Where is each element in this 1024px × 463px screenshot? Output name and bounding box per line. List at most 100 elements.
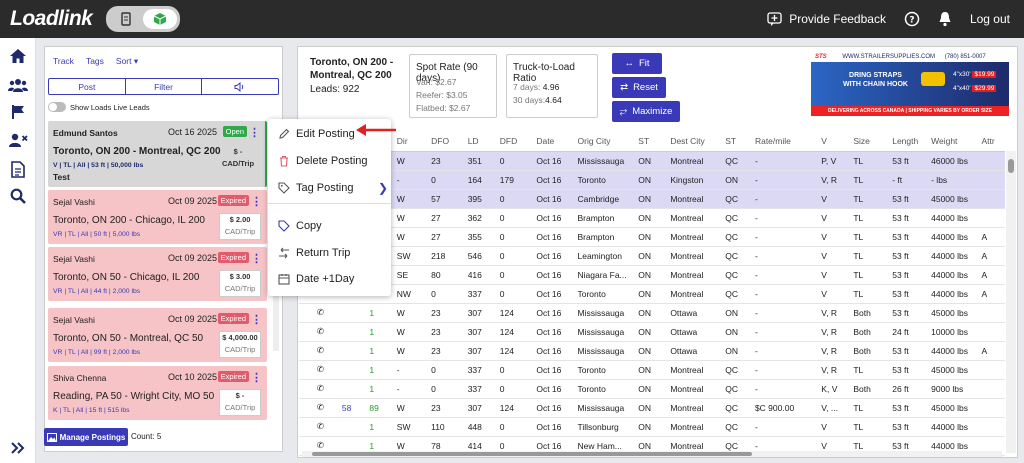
column-header[interactable]: Dest City xyxy=(666,131,722,152)
column-header[interactable]: Length xyxy=(888,131,928,152)
table-row[interactable]: SW 218 546 0 Oct 16 Leamington ON Montreal QC - V T… xyxy=(299,246,1005,266)
track-tab[interactable]: Track xyxy=(53,56,74,66)
posting-card[interactable]: Sejal Vashi Oct 09 2025 Expired ⋮ Toront… xyxy=(48,308,267,362)
phone-icon[interactable]: ✆ xyxy=(299,303,338,323)
image-icon xyxy=(46,432,57,442)
truck-mode-icon[interactable] xyxy=(109,9,143,29)
posting-card[interactable]: Shiva Chenna Oct 10 2025 Expired ⋮ Readi… xyxy=(48,366,267,420)
remove-user-icon[interactable] xyxy=(8,130,28,150)
table-row[interactable]: ✆ 1-0 337 0 Oct 16 Toronto ON Montreal QC - K, V Bo… xyxy=(299,379,1005,399)
posting-card[interactable]: Sejal Vashi Oct 09 2025 Expired ⋮ Toront… xyxy=(48,190,267,244)
phone-icon[interactable]: ✆ xyxy=(299,379,338,399)
advertisement-banner[interactable]: STS WWW.STRAILERSUPPLIES.COM (780) 851-0… xyxy=(811,52,1009,116)
phone-icon[interactable]: ✆ xyxy=(299,417,338,437)
status-badge: Open xyxy=(222,126,247,137)
return-trip-item[interactable]: Return Trip xyxy=(278,247,350,259)
table-row[interactable]: ✆ 1-0 337 0 Oct 16 Toronto ON Montreal QC - V, R TL… xyxy=(299,360,1005,380)
column-header[interactable]: V xyxy=(817,131,850,152)
table-row[interactable]: ✆ 1 SW 110 448 0 Oct 16 Tillsonburg ON Montreal QC… xyxy=(299,417,1005,437)
table-row[interactable]: SE 80 416 0 Oct 16 Niagara Fa... ON Montreal QC -… xyxy=(299,265,1005,285)
posting-card[interactable]: Sejal Vashi Oct 09 2025 Expired ⋮ Toront… xyxy=(48,247,267,301)
table-header-row: Dir DFO LD DFD Date Orig City ST Dest City ST Rat… xyxy=(299,131,1005,152)
table-cell: 395 xyxy=(463,189,496,209)
tags-tab[interactable]: Tags xyxy=(85,56,104,66)
sound-button[interactable] xyxy=(202,79,278,94)
column-header[interactable]: DFD xyxy=(495,131,533,152)
column-header[interactable]: Rate/mile xyxy=(750,131,818,152)
column-header[interactable]: Date xyxy=(532,131,574,152)
table-cell: P, V xyxy=(817,151,850,171)
users-icon[interactable] xyxy=(8,75,28,95)
column-header[interactable]: Orig City xyxy=(573,131,635,152)
mode-switch[interactable] xyxy=(106,6,181,32)
feedback-button[interactable]: Provide Feedback xyxy=(767,12,886,26)
sort-dropdown[interactable]: Sort ▾ xyxy=(115,56,139,66)
table-cell: - xyxy=(750,265,818,285)
reset-button[interactable]: ⇄ Reset xyxy=(612,77,666,98)
table-cell: W xyxy=(392,208,428,228)
fit-button[interactable]: ↔ Fit xyxy=(612,53,662,74)
delete-posting-item[interactable]: Delete Posting xyxy=(278,155,368,167)
table-cell: Oct 16 xyxy=(532,341,574,361)
phone-icon[interactable]: ✆ xyxy=(299,341,338,361)
card-menu-icon[interactable]: ⋮ xyxy=(251,253,262,265)
table-row[interactable]: W 27 355 0 Oct 16 Brampton ON Montreal QC - V TL 53 … xyxy=(299,227,1005,247)
table-cell: Montreal xyxy=(666,360,722,380)
column-header[interactable]: Weight xyxy=(927,131,978,152)
column-header[interactable]: DFO xyxy=(427,131,464,152)
table-row[interactable]: W 27 362 0 Oct 16 Brampton ON Montreal QC - V TL 53 … xyxy=(299,208,1005,228)
logout-button[interactable]: Log out xyxy=(969,12,1010,26)
table-cell: Tillsonburg xyxy=(573,417,635,437)
column-header[interactable]: ST xyxy=(634,131,667,152)
table-row[interactable]: W 23 351 0 Oct 16 Mississauga ON Montreal QC - P, … xyxy=(299,151,1005,171)
status-badge: Expired xyxy=(217,195,249,206)
date-plus-item[interactable]: Date +1Day xyxy=(278,273,354,285)
table-cell xyxy=(977,379,1005,399)
maximize-button[interactable]: ⥂ Maximize xyxy=(612,101,680,122)
phone-icon[interactable]: ✆ xyxy=(299,360,338,380)
table-cell: Both xyxy=(849,322,889,342)
table-cell: Niagara Fa... xyxy=(573,265,635,285)
table-row[interactable]: -0 164 179 Oct 16 Toronto ON Kingston ON - V, R TL… xyxy=(299,170,1005,190)
column-header[interactable]: Attr xyxy=(977,131,1005,152)
phone-icon[interactable]: ✆ xyxy=(299,398,338,418)
flag-icon[interactable] xyxy=(8,102,28,122)
document-icon[interactable] xyxy=(8,159,28,179)
table-row[interactable]: ✆ 58 89 W 23 307 124 Oct 16 Mississauga ON Montrea… xyxy=(299,398,1005,418)
load-mode-icon[interactable] xyxy=(143,9,178,29)
filter-button[interactable]: Filter xyxy=(126,79,203,94)
ad-brand: STS xyxy=(815,54,827,60)
table-row[interactable]: ✆ 1 W 23 307 124 Oct 16 Mississauga ON Ottawa ON - V… xyxy=(299,341,1005,361)
card-menu-icon[interactable]: ⋮ xyxy=(251,196,262,208)
bell-icon[interactable] xyxy=(938,11,952,27)
column-header[interactable]: LD xyxy=(463,131,496,152)
table-cell: ON xyxy=(634,151,667,171)
card-menu-icon[interactable]: ⋮ xyxy=(251,314,262,326)
live-leads-toggle[interactable] xyxy=(48,102,66,112)
card-note: Test xyxy=(53,172,70,182)
table-cell: V, R xyxy=(817,170,850,190)
column-header[interactable]: ST xyxy=(721,131,751,152)
table-row[interactable]: ✆ 1 W 23 307 124 Oct 16 Mississauga ON Ottawa ON - V… xyxy=(299,322,1005,342)
search-icon[interactable] xyxy=(8,186,28,206)
column-header[interactable]: Size xyxy=(849,131,889,152)
expand-icon[interactable] xyxy=(8,438,28,458)
card-menu-icon[interactable]: ⋮ xyxy=(249,127,260,139)
table-horizontal-scrollbar[interactable] xyxy=(302,451,1002,457)
table-row[interactable]: ✆ 1 W 23 307 124 Oct 16 Mississauga ON Ottawa ON - V… xyxy=(299,303,1005,323)
card-route: Toronto, ON 200 - Montreal, QC 200 xyxy=(53,146,221,157)
copy-item[interactable]: Copy xyxy=(278,220,322,232)
tag-posting-item[interactable]: Tag Posting ❯ xyxy=(278,181,388,195)
post-button[interactable]: Post xyxy=(49,79,126,94)
table-row[interactable]: NW 0 337 0 Oct 16 Toronto ON Montreal QC - V TL 53 f… xyxy=(299,284,1005,304)
table-vertical-scrollbar[interactable] xyxy=(1006,151,1016,453)
help-icon[interactable]: ? xyxy=(904,11,920,27)
table-row[interactable]: W 57 395 0 Oct 16 Cambridge ON Montreal QC - V TL 53… xyxy=(299,189,1005,209)
manage-postings-button[interactable]: Manage Postings xyxy=(44,428,128,446)
phone-icon[interactable]: ✆ xyxy=(299,322,338,342)
posting-card[interactable]: Edmund Santos Oct 16 2025 Open ⋮ Toronto… xyxy=(48,121,267,187)
card-menu-icon[interactable]: ⋮ xyxy=(251,372,262,384)
home-icon[interactable] xyxy=(8,46,28,66)
column-header[interactable]: Dir xyxy=(392,131,428,152)
edit-posting-item[interactable]: Edit Posting xyxy=(278,128,355,140)
